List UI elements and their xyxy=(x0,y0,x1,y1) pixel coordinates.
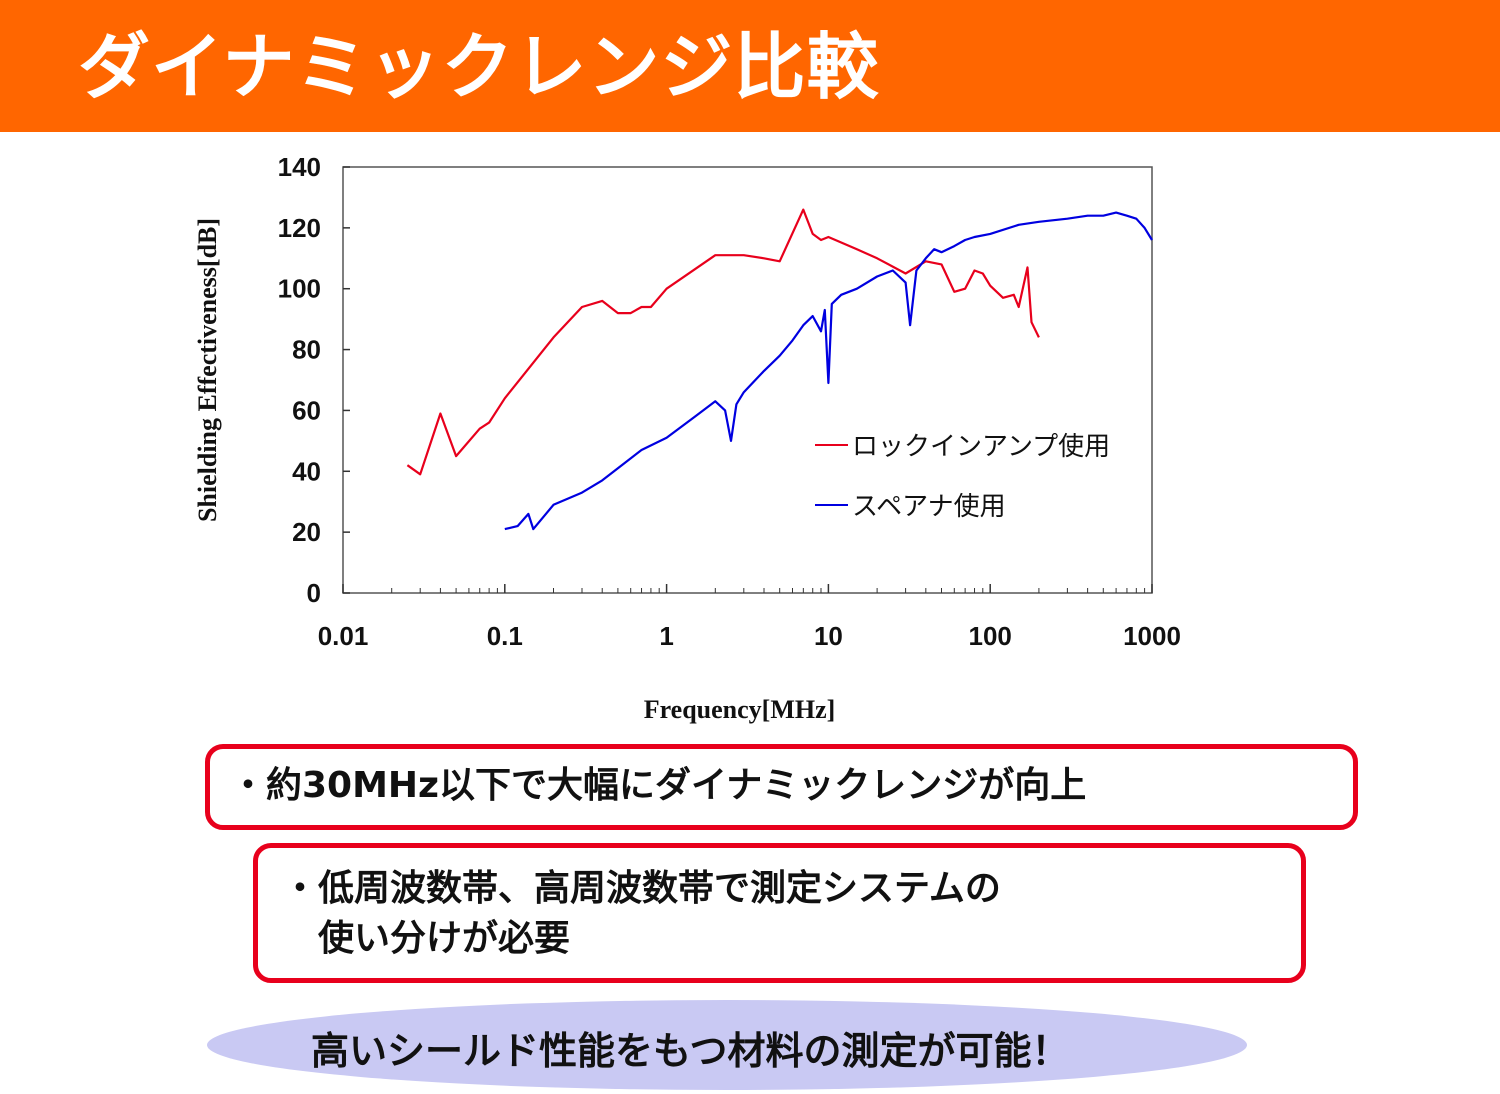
callout-ellipse: 高いシールド性能をもつ材料の測定が可能！ xyxy=(207,1000,1247,1090)
y-tick-label: 120 xyxy=(278,213,321,243)
slide-title: ダイナミックレンジ比較 xyxy=(78,25,880,109)
plot-frame xyxy=(342,166,1153,594)
y-tick-label: 20 xyxy=(292,517,321,547)
y-axis-label: Shielding Effectiveness[dB] xyxy=(193,218,222,522)
y-tick-label: 140 xyxy=(278,152,321,182)
callout-text: 高いシールド性能をもつ材料の測定が可能！ xyxy=(311,1029,1070,1073)
note-box-dynamic-range: ・約30MHz以下で大幅にダイナミックレンジが向上 xyxy=(205,744,1358,830)
x-tick-label: 10 xyxy=(814,621,843,651)
x-tick-label: 1 xyxy=(659,621,673,651)
x-tick-label: 0.1 xyxy=(487,621,523,651)
x-tick-label: 0.01 xyxy=(318,621,369,651)
note-line-1: ・低周波数帯、高周波数帯で測定システムの xyxy=(282,868,1001,909)
legend-label: ロックインアンプ使用 xyxy=(852,432,1110,462)
legend-label: スペアナ使用 xyxy=(852,492,1006,522)
x-tick-label: 100 xyxy=(969,621,1012,651)
header-bar: ダイナミックレンジ比較 xyxy=(0,0,1500,132)
note-text-dynamic-range: ・約30MHz以下で大幅にダイナミックレンジが向上 xyxy=(230,765,1087,806)
x-axis-label: Frequency[MHz] xyxy=(644,695,836,724)
series-line-lockin xyxy=(406,208,1040,476)
y-tick-label: 60 xyxy=(292,395,321,425)
chart-svg: 0 20 40 60 80 100 120 140 0.01 0.1 1 10 100 1000 Frequ… xyxy=(193,152,1181,724)
note-box-system-usage: ・低周波数帯、高周波数帯で測定システムの 使い分けが必要 xyxy=(253,843,1306,983)
note-text-system-usage: ・低周波数帯、高周波数帯で測定システムの 使い分けが必要 xyxy=(282,864,1001,965)
series-line-spectrum-analyzer xyxy=(504,211,1153,531)
chart-container: 0 20 40 60 80 100 120 140 0.01 0.1 1 10 100 1000 Frequ… xyxy=(180,145,1260,735)
y-tick-label: 40 xyxy=(292,456,321,486)
y-tick-label: 80 xyxy=(292,335,321,365)
y-tick-label: 100 xyxy=(278,274,321,304)
x-tick-label: 1000 xyxy=(1123,621,1181,651)
y-tick-label: 0 xyxy=(307,578,321,608)
note-line-2: 使い分けが必要 xyxy=(282,918,571,960)
